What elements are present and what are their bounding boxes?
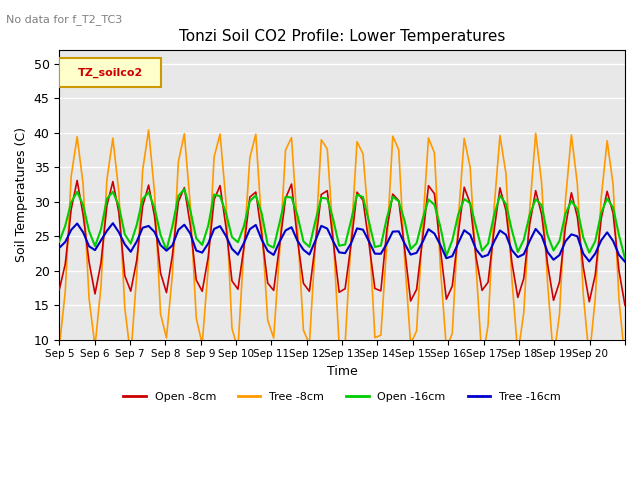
Y-axis label: Soil Temperatures (C): Soil Temperatures (C)	[15, 127, 28, 262]
Text: No data for f_T2_TC3: No data for f_T2_TC3	[6, 14, 123, 25]
Legend: Open -8cm, Tree -8cm, Open -16cm, Tree -16cm: Open -8cm, Tree -8cm, Open -16cm, Tree -…	[119, 388, 565, 407]
Text: TZ_soilco2: TZ_soilco2	[77, 68, 143, 78]
Title: Tonzi Soil CO2 Profile: Lower Temperatures: Tonzi Soil CO2 Profile: Lower Temperatur…	[179, 29, 506, 44]
FancyBboxPatch shape	[60, 59, 161, 87]
X-axis label: Time: Time	[327, 365, 358, 378]
